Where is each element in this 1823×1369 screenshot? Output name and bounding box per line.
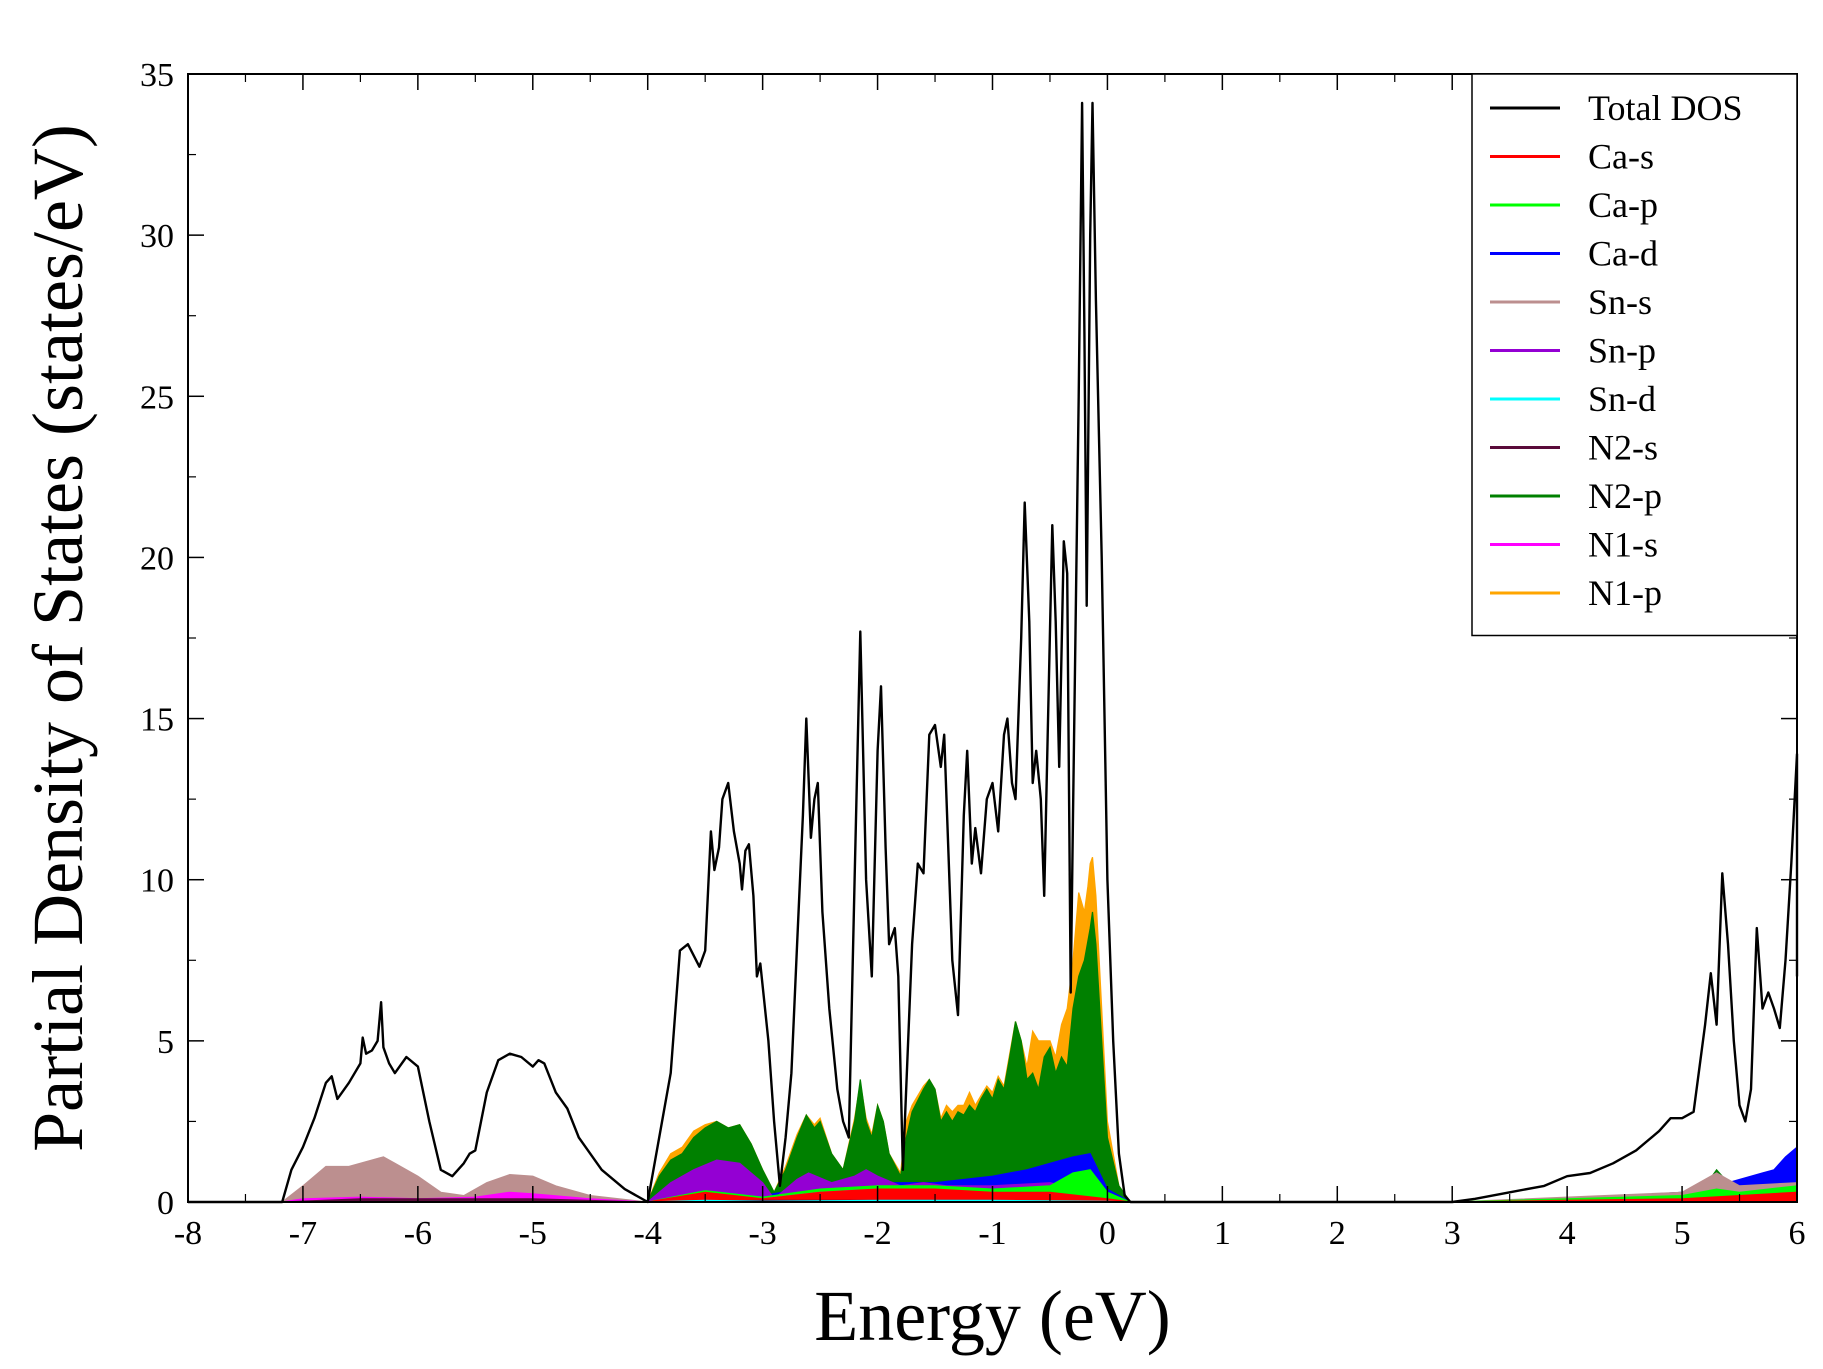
legend-label-n2-p: N2-p (1588, 476, 1662, 516)
x-tick-label: 1 (1214, 1215, 1231, 1252)
x-tick-label: 6 (1789, 1215, 1806, 1252)
x-tick-label: 0 (1099, 1215, 1116, 1252)
x-tick-label: -4 (634, 1215, 662, 1252)
legend-label-sn-d: Sn-d (1588, 379, 1656, 419)
x-tick-label: -7 (289, 1215, 317, 1252)
area-n2-p (188, 911, 1798, 1203)
x-tick-label: 2 (1329, 1215, 1346, 1252)
x-tick-label: -8 (174, 1215, 202, 1252)
line-total-dos (188, 101, 1799, 1204)
y-tick-label: 25 (140, 379, 174, 416)
y-tick-label: 15 (140, 702, 174, 739)
y-tick-label: 10 (140, 863, 174, 900)
legend-box (1471, 73, 1798, 637)
x-tick-label: 4 (1559, 1215, 1576, 1252)
x-axis-label: Energy (eV) (814, 1276, 1171, 1356)
legend-label-n1-s: N1-s (1588, 525, 1658, 565)
x-tick-label: -3 (748, 1215, 776, 1252)
y-tick-label: 5 (157, 1024, 174, 1061)
legend-label-sn-p: Sn-p (1588, 331, 1656, 371)
legend-label-n2-s: N2-s (1588, 428, 1658, 468)
x-tick-label: 3 (1444, 1215, 1461, 1252)
y-tick-label: 30 (140, 218, 174, 255)
axis-tick-labels: -8 -7 -6 -5 -4 -3 -2 -1 0 1 2 3 4 5 6 0 5 10 15 20 25 30 35 (140, 57, 1806, 1252)
x-tick-label: -1 (978, 1215, 1006, 1252)
x-tick-label: 5 (1674, 1215, 1691, 1252)
legend-label-total-dos: Total DOS (1588, 88, 1742, 128)
legend: Total DOS Ca-s Ca-p Ca-d Sn-s Sn-p Sn-d N2-s N2-… (1471, 73, 1798, 637)
y-axis-label: Partial Density of States (states/eV) (18, 124, 98, 1152)
x-tick-label: -6 (404, 1215, 432, 1252)
legend-label-ca-d: Ca-d (1588, 234, 1658, 274)
legend-label-sn-s: Sn-s (1588, 282, 1652, 322)
y-tick-label: 20 (140, 540, 174, 577)
x-tick-label: -5 (519, 1215, 547, 1252)
x-tick-label: -2 (863, 1215, 891, 1252)
y-tick-label: 0 (157, 1185, 174, 1222)
pdos-fills (188, 856, 1798, 1203)
pdos-lines (188, 101, 1799, 1204)
legend-label-ca-s: Ca-s (1588, 137, 1654, 177)
y-tick-label: 35 (140, 57, 174, 94)
legend-label-n1-p: N1-p (1588, 573, 1662, 613)
legend-label-ca-p: Ca-p (1588, 185, 1658, 225)
